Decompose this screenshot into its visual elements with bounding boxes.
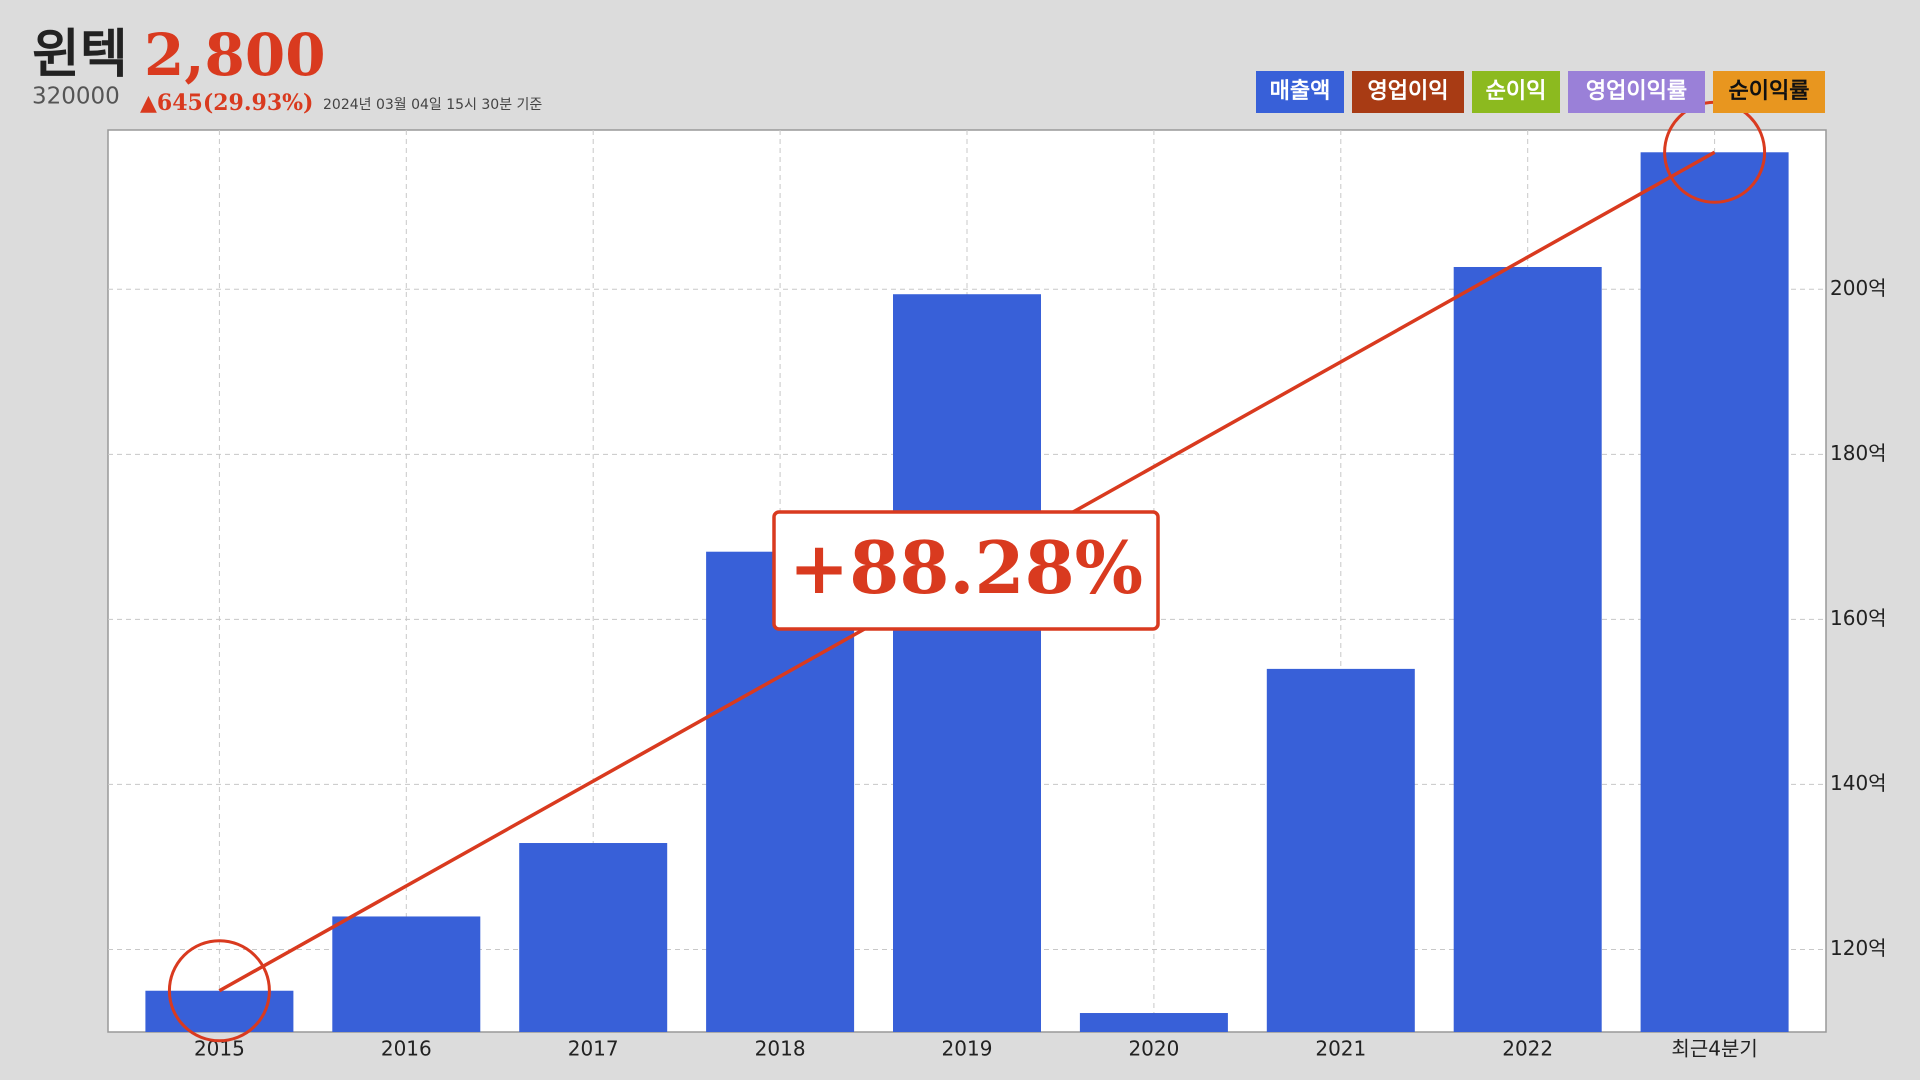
x-tick-label: 2019 xyxy=(942,1037,993,1061)
y-tick-label: 200억 xyxy=(1830,276,1887,300)
stock-code: 320000 xyxy=(32,84,120,110)
x-tick-label: 2020 xyxy=(1128,1037,1179,1061)
stock-name: 윈텍 xyxy=(32,25,128,85)
x-tick-label: 2021 xyxy=(1315,1037,1366,1061)
legend-label[interactable]: 순이익률 xyxy=(1729,79,1810,104)
legend-button[interactable] xyxy=(1352,71,1464,113)
legend-label[interactable]: 순이익 xyxy=(1486,79,1547,104)
legend-button[interactable] xyxy=(1713,71,1825,113)
bar xyxy=(145,990,294,1032)
annotation-text: +88.28% xyxy=(789,525,1143,610)
annotation-box xyxy=(772,510,1160,631)
legend-label[interactable]: 영업이익률 xyxy=(1586,79,1687,104)
y-tick-label: 120억 xyxy=(1830,936,1887,960)
legend-button[interactable] xyxy=(1568,71,1705,113)
bar xyxy=(1453,266,1602,1032)
x-tick-label: 2022 xyxy=(1502,1037,1553,1061)
legend-button[interactable] xyxy=(1256,71,1344,113)
timestamp: 2024년 03월 04일 15시 30분 기준 xyxy=(323,97,542,113)
y-tick-label: 160억 xyxy=(1830,606,1887,630)
bar xyxy=(1640,152,1789,1032)
x-tick-label: 2017 xyxy=(568,1037,619,1061)
legend-label[interactable]: 매출액 xyxy=(1270,79,1331,104)
stock-price: 2,800 xyxy=(144,21,326,89)
legend-button[interactable] xyxy=(1472,71,1560,113)
x-tick-label: 2018 xyxy=(755,1037,806,1061)
bar xyxy=(332,916,481,1032)
y-tick-label: 180억 xyxy=(1830,441,1887,465)
legend-label[interactable]: 영업이익 xyxy=(1368,79,1449,104)
bar xyxy=(519,843,668,1032)
bar xyxy=(1266,668,1415,1032)
highlight-circle xyxy=(167,939,271,1043)
x-tick-label: 최근4분기 xyxy=(1671,1037,1757,1061)
bar xyxy=(1079,1013,1228,1032)
y-tick-label: 140억 xyxy=(1830,771,1887,795)
bar xyxy=(893,294,1041,1032)
x-tick-label: 2016 xyxy=(381,1037,432,1061)
bar xyxy=(706,551,855,1032)
price-change: ▲645(29.93%) xyxy=(140,90,313,116)
